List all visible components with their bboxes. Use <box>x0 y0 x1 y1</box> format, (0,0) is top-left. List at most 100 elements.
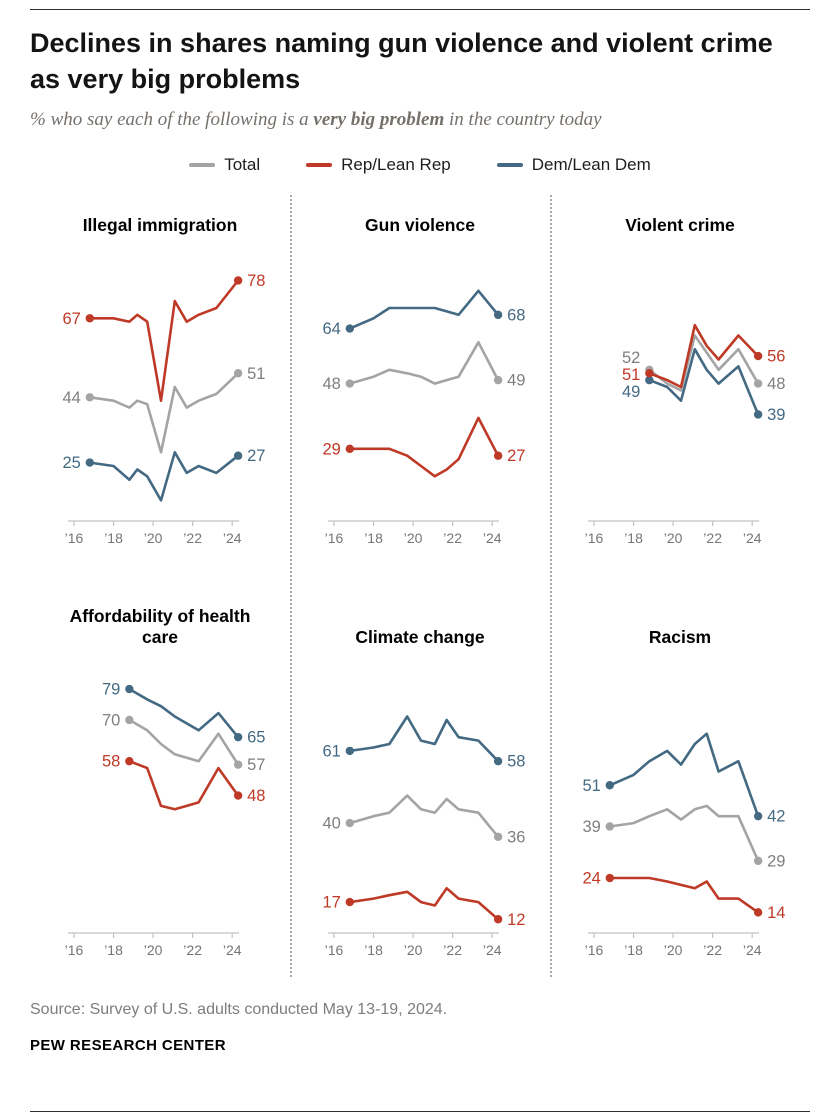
panel-violent-crime: Violent crime ’16 ’18 ’20 ’22 ’24 52 48 49 39 51 5… <box>550 191 810 569</box>
panel-title: Climate change <box>355 627 485 648</box>
x-tick-label: ’20 <box>663 942 682 958</box>
value-label-dem-left: 79 <box>101 681 119 699</box>
value-label-rep-right: 78 <box>247 272 265 290</box>
value-label-rep-left: 17 <box>322 894 340 912</box>
series-end-dot-rep <box>753 352 762 361</box>
series-start-dot-total <box>605 822 614 831</box>
x-tick-label: ’20 <box>403 530 422 546</box>
series-line-dem <box>347 289 499 331</box>
series-line-total <box>127 718 239 767</box>
line-chart-gun-violence: ’16 ’18 ’20 ’22 ’24 48 49 64 68 29 27 <box>322 289 525 546</box>
x-tick-label: ’22 <box>443 530 462 546</box>
x-tick-label: ’22 <box>183 530 202 546</box>
series-line-dem <box>87 451 239 502</box>
panel-title: Racism <box>648 627 712 648</box>
value-label-rep-left: 24 <box>582 870 600 888</box>
x-tick-label: ’22 <box>443 942 462 958</box>
legend-item-dem: Dem/Lean Dem <box>496 155 651 175</box>
x-tick-label: ’24 <box>482 530 501 546</box>
panel-title: Affordability of health care <box>69 605 251 648</box>
x-tick-label: ’18 <box>104 530 123 546</box>
series-line-rep <box>347 887 499 921</box>
x-tick-label: ’16 <box>584 942 603 958</box>
series-start-dot-dem <box>345 746 354 756</box>
x-tick-label: ’24 <box>482 942 501 958</box>
series-start-dot-total <box>85 393 94 402</box>
series-line-dem <box>127 688 239 739</box>
value-label-total-left: 39 <box>582 818 600 836</box>
x-tick-label: ’18 <box>104 942 123 958</box>
panel-title: Violent crime <box>625 215 735 236</box>
series-start-dot-total <box>345 819 354 828</box>
panel-health-care: Affordability of health care ’16 ’18 ’20 ’2… <box>30 603 290 981</box>
value-label-dem-left: 25 <box>62 454 80 472</box>
x-tick-label: ’24 <box>742 942 761 958</box>
series-start-dot-dem <box>124 685 134 694</box>
series-end-dot-dem <box>493 310 502 320</box>
x-tick-label: ’16 <box>584 530 603 546</box>
series-start-dot-dem <box>605 781 614 790</box>
value-label-dem-left: 64 <box>322 320 340 338</box>
x-tick-label: ’22 <box>183 942 202 958</box>
series-start-dot-rep <box>345 898 354 907</box>
x-tick-label: ’16 <box>64 942 83 958</box>
legend-label-rep: Rep/Lean Rep <box>341 155 451 175</box>
series-line-dem <box>347 715 499 763</box>
panel-gun-violence: Gun violence ’16 ’18 ’20 ’22 ’24 48 49 64 68 29 27 <box>290 191 550 569</box>
value-label-total-left: 44 <box>62 389 80 407</box>
brand-footer: PEW RESEARCH CENTER <box>30 1037 226 1055</box>
column-divider-2 <box>549 195 552 978</box>
charts-grid: Illegal immigration ’16 ’18 ’20 ’22 ’24 44 51 2… <box>30 191 810 981</box>
series-end-dot-rep <box>753 908 762 917</box>
value-label-dem-right: 58 <box>507 753 525 771</box>
series-end-dot-dem <box>233 451 242 461</box>
value-label-total-left: 40 <box>322 815 340 833</box>
series-line-dem <box>607 732 759 818</box>
x-tick-label: ’16 <box>324 530 343 546</box>
value-label-rep-right: 14 <box>767 904 785 922</box>
header: Declines in shares naming gun violence a… <box>30 10 810 131</box>
x-tick-label: ’20 <box>663 530 682 546</box>
value-label-total-left: 70 <box>101 712 119 730</box>
top-border <box>30 9 810 10</box>
x-tick-label: ’24 <box>742 530 761 546</box>
x-tick-label: ’16 <box>64 530 83 546</box>
series-start-dot-rep <box>124 757 134 766</box>
line-chart-health-care: ’16 ’18 ’20 ’22 ’24 70 57 79 65 58 48 <box>64 681 265 958</box>
value-label-rep-right: 48 <box>247 787 265 805</box>
rep-line-swatch <box>306 163 333 168</box>
x-tick-label: ’18 <box>364 942 383 958</box>
x-tick-label: ’24 <box>222 942 241 958</box>
subtitle-text: % who say each of the following is a <box>30 109 314 131</box>
value-label-rep-left: 58 <box>101 753 119 771</box>
x-tick-label: ’22 <box>703 530 722 546</box>
value-label-dem-left: 61 <box>322 743 340 761</box>
series-line-total <box>347 341 499 386</box>
x-tick-label: ’16 <box>324 942 343 958</box>
series-end-dot-dem <box>753 812 762 821</box>
x-tick-label: ’22 <box>703 942 722 958</box>
value-label-dem-left: 51 <box>582 777 600 795</box>
value-label-total-right: 29 <box>767 853 785 871</box>
series-end-dot-total <box>753 379 762 389</box>
series-end-dot-rep <box>493 915 502 924</box>
x-tick-label: ’20 <box>143 530 162 546</box>
bottom-border <box>30 1111 810 1112</box>
x-tick-label: ’18 <box>624 942 643 958</box>
value-label-rep-left: 67 <box>62 310 80 328</box>
series-end-dot-rep <box>233 791 242 801</box>
value-label-total-right: 51 <box>247 365 265 383</box>
page-title: Declines in shares naming gun violence a… <box>30 28 773 94</box>
x-tick-label: ’18 <box>624 530 643 546</box>
legend: Total Rep/Lean Rep Dem/Lean Dem <box>30 155 810 175</box>
value-label-rep-right: 56 <box>767 348 785 366</box>
value-label-dem-right: 39 <box>767 406 785 424</box>
series-line-total <box>347 794 499 839</box>
legend-label-total: Total <box>224 155 261 175</box>
value-label-total-right: 49 <box>507 372 525 390</box>
value-label-total-right: 36 <box>507 829 525 847</box>
value-label-dem-left: 49 <box>621 383 639 401</box>
panel-climate-change: Climate change ’16 ’18 ’20 ’22 ’24 40 36 61 58 17… <box>290 603 550 981</box>
value-label-total-right: 48 <box>767 375 785 393</box>
series-start-dot-total <box>124 716 134 725</box>
